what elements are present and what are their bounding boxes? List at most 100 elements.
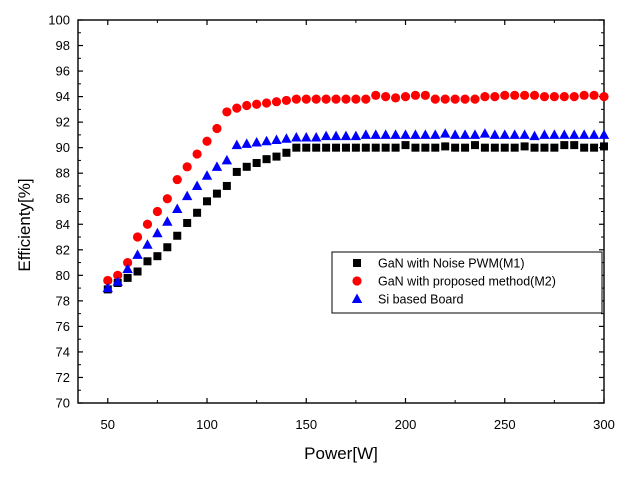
data-point-square [580,143,589,152]
data-point-square [570,141,579,150]
data-point-triangle [132,249,143,259]
data-point-square [351,143,360,152]
data-point-circle [500,90,510,100]
y-tick-label: 100 [48,13,70,28]
data-point-circle [162,194,172,204]
legend-label: Si based Board [378,293,464,307]
data-point-square [600,142,608,151]
data-point-square [590,143,599,152]
data-point-square [441,142,450,151]
data-point-square [530,143,539,152]
data-point-circle [520,90,530,100]
data-point-triangle [152,227,163,238]
data-point-circle [172,174,182,185]
data-point-circle [232,103,242,113]
data-point-circle [559,92,569,102]
data-point-triangle [380,129,391,139]
x-tick-label: 250 [494,417,516,432]
y-tick-label: 86 [56,191,70,206]
data-point-triangle [390,129,401,139]
legend-label: GaN with Noise PWM(M1) [378,257,525,271]
legend-label: GaN with proposed method(M2) [378,275,556,289]
data-point-square [550,143,559,152]
data-point-square [401,141,410,150]
data-point-triangle [529,130,540,141]
data-point-circle [331,94,341,104]
data-point-triangle [281,133,292,143]
y-tick-label: 96 [56,64,70,79]
data-point-square [312,143,321,152]
data-point-square [470,141,479,150]
data-point-triangle [211,161,223,171]
series-3 [102,128,610,293]
legend-marker-triangle [351,293,363,303]
data-point-circle [470,94,480,104]
data-point-square [282,148,291,157]
data-point-circle [351,94,361,104]
y-tick-label: 82 [56,242,70,257]
data-point-square [143,257,152,266]
data-point-circle [400,92,411,102]
data-point-circle [301,94,311,104]
data-point-square [381,143,390,152]
data-point-circle [371,90,381,100]
data-point-triangle [598,129,610,139]
data-point-triangle [112,276,123,286]
data-point-square [371,143,380,152]
data-point-triangle [231,139,242,150]
data-point-square [500,143,509,152]
data-point-circle [252,99,262,109]
data-point-triangle [449,129,461,139]
x-tick-label: 150 [295,417,317,432]
data-point-triangle [162,216,173,226]
data-point-circle [281,95,292,106]
data-point-square [332,143,341,152]
data-point-square [302,143,311,152]
data-point-triangle [410,129,421,139]
data-point-triangle [102,282,113,293]
data-point-square [361,143,370,152]
data-point-circle [132,232,143,242]
y-tick-label: 88 [56,166,70,181]
data-point-triangle [420,129,431,139]
data-point-triangle [271,134,282,145]
data-point-triangle [122,263,133,273]
data-point-circle [271,97,282,107]
data-point-circle [510,90,520,100]
y-tick-label: 72 [56,370,70,385]
data-point-circle [291,94,301,104]
series-1 [103,141,608,294]
x-tick-label: 50 [101,417,115,432]
data-point-square [480,143,489,152]
data-point-circle [440,94,450,104]
data-point-circle [212,123,222,134]
data-point-square [322,143,331,152]
data-point-circle [222,107,232,117]
data-point-circle [311,94,321,104]
data-point-circle [579,90,589,100]
data-point-circle [549,92,559,102]
data-point-triangle [320,130,332,141]
data-point-circle [123,257,133,268]
data-point-square [252,158,261,167]
data-point-triangle [350,130,362,141]
data-point-square [451,143,460,152]
y-tick-label: 76 [56,319,70,334]
data-point-circle [589,90,599,100]
data-point-triangle [549,129,560,139]
data-point-circle [182,162,192,172]
data-point-square [133,267,142,276]
data-point-square [232,167,241,176]
data-point-square [520,142,529,151]
data-point-circle [341,94,351,104]
data-point-circle [599,92,609,102]
data-point-circle [410,90,421,100]
data-point-triangle [172,203,183,213]
data-point-square [262,155,271,164]
data-point-triangle [291,131,302,142]
data-point-circle [103,275,113,286]
legend-entries: GaN with Noise PWM(M1) GaN with proposed … [351,257,556,307]
data-point-triangle [301,131,312,142]
data-point-triangle [578,129,590,139]
